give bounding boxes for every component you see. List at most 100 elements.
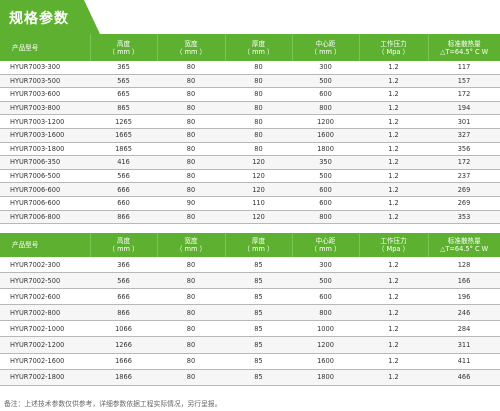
table-row: HYUR7003-800 865 80 80 800 1.2 194 xyxy=(0,101,500,116)
value-cell: 85 xyxy=(225,353,292,370)
value-cell: 1.2 xyxy=(359,304,428,322)
table-row: HYUR7003-1200 1265 80 80 1200 1.2 301 xyxy=(0,114,500,129)
model-cell: HYUR7002-1800 xyxy=(0,369,90,386)
value-cell: 80 xyxy=(157,169,225,184)
table-row: HYUR7002-1600 1666 80 85 1600 1.2 411 xyxy=(0,353,500,370)
value-cell: 80 xyxy=(157,288,225,306)
value-cell: 566 xyxy=(90,272,157,290)
value-cell: 85 xyxy=(225,288,292,306)
value-cell: 1.2 xyxy=(359,169,428,184)
model-cell: HYUR7002-600 xyxy=(0,288,90,306)
value-cell: 327 xyxy=(428,128,500,143)
value-cell: 85 xyxy=(225,369,292,386)
value-cell: 269 xyxy=(428,196,500,211)
value-cell: 85 xyxy=(225,336,292,354)
value-cell: 1.2 xyxy=(359,74,428,89)
value-cell: 80 xyxy=(157,353,225,370)
table-row: HYUR7006-800 866 80 120 800 1.2 353 xyxy=(0,210,500,225)
column-header: 厚度（ mm ） xyxy=(225,233,293,257)
value-cell: 120 xyxy=(225,169,292,184)
value-cell: 600 xyxy=(292,196,359,211)
value-cell: 800 xyxy=(292,304,359,322)
table-row: HYUR7002-800 866 80 85 800 1.2 246 xyxy=(0,304,500,322)
value-cell: 1865 xyxy=(90,142,157,157)
value-cell: 1.2 xyxy=(359,369,428,386)
column-header-line: 厚度（ mm ） xyxy=(243,39,274,56)
value-cell: 80 xyxy=(157,369,225,386)
value-cell: 1200 xyxy=(292,114,359,129)
column-header-line: 宽度（ mm ） xyxy=(175,237,207,253)
column-header-line: 标准散热量 △T=64.5° C W xyxy=(440,237,489,253)
value-cell: 157 xyxy=(428,74,500,89)
value-cell: 1.2 xyxy=(359,353,428,370)
value-cell: 1.2 xyxy=(359,182,428,197)
value-cell: 600 xyxy=(292,87,359,102)
model-cell: HYUR7006-500 xyxy=(0,169,90,184)
value-cell: 269 xyxy=(428,182,500,197)
value-cell: 80 xyxy=(157,320,225,338)
model-cell: HYUR7003-1600 xyxy=(0,128,90,143)
table-row: HYUR7002-1200 1266 80 85 1200 1.2 311 xyxy=(0,336,500,354)
value-cell: 1665 xyxy=(90,128,157,143)
value-cell: 85 xyxy=(225,257,292,274)
table-row: HYUR7002-500 566 80 85 500 1.2 166 xyxy=(0,272,500,290)
value-cell: 1066 xyxy=(90,320,157,338)
value-cell: 1.2 xyxy=(359,196,428,211)
value-cell: 80 xyxy=(225,142,292,157)
value-cell: 1.2 xyxy=(359,272,428,290)
column-header-line: 标准散热量 △T=64.5° C W xyxy=(440,39,489,56)
table-row: HYUR7002-1800 1866 80 85 1800 1.2 466 xyxy=(0,369,500,386)
value-cell: 117 xyxy=(428,61,500,75)
table-body: HYUR7002-300 366 80 85 300 1.2 128 HYUR7002-500… xyxy=(0,257,500,386)
column-header: 高度（ mm ） xyxy=(90,34,158,61)
value-cell: 366 xyxy=(90,257,157,274)
value-cell: 80 xyxy=(157,210,225,225)
model-cell: HYUR7003-500 xyxy=(0,74,90,89)
value-cell: 865 xyxy=(90,101,157,116)
value-cell: 80 xyxy=(157,182,225,197)
value-cell: 660 xyxy=(90,196,157,211)
column-header: 中心距（ mm ） xyxy=(292,34,360,61)
value-cell: 665 xyxy=(90,87,157,102)
value-cell: 85 xyxy=(225,304,292,322)
footnote: 备注：上述技术参数仅供参考，详细参数依据工程实际情况，另行呈报。 xyxy=(4,400,222,408)
value-cell: 1866 xyxy=(90,369,157,386)
column-header: 宽度（ mm ） xyxy=(157,233,226,257)
column-header-line: 高度（ mm ） xyxy=(108,39,139,56)
value-cell: 566 xyxy=(90,169,157,184)
model-cell: HYUR7006-600 xyxy=(0,196,90,211)
value-cell: 172 xyxy=(428,155,500,170)
value-cell: 1.2 xyxy=(359,87,428,102)
table-row: HYUR7003-600 665 80 80 600 1.2 172 xyxy=(0,87,500,102)
value-cell: 800 xyxy=(292,101,359,116)
table-body: HYUR7003-300 365 80 80 300 1.2 117 HYUR7003-500… xyxy=(0,61,500,225)
table-row: HYUR7003-1800 1865 80 80 1800 1.2 356 xyxy=(0,142,500,157)
column-header-line: 厚度（ mm ） xyxy=(243,237,274,253)
model-cell: HYUR7003-600 xyxy=(0,87,90,102)
column-header: 中心距（ mm ） xyxy=(292,233,360,257)
value-cell: 196 xyxy=(428,288,500,306)
value-cell: 80 xyxy=(225,101,292,116)
value-cell: 80 xyxy=(157,128,225,143)
value-cell: 1.2 xyxy=(359,128,428,143)
model-cell: HYUR7003-300 xyxy=(0,61,90,75)
value-cell: 350 xyxy=(292,155,359,170)
value-cell: 311 xyxy=(428,336,500,354)
table-row: HYUR7002-300 366 80 85 300 1.2 128 xyxy=(0,257,500,274)
value-cell: 120 xyxy=(225,155,292,170)
value-cell: 1200 xyxy=(292,336,359,354)
value-cell: 1.2 xyxy=(359,320,428,338)
value-cell: 80 xyxy=(225,114,292,129)
value-cell: 80 xyxy=(225,61,292,75)
table-row: HYUR7006-350 416 80 120 350 1.2 172 xyxy=(0,155,500,170)
column-header: 高度（ mm ） xyxy=(90,233,158,257)
title-tab xyxy=(0,0,100,34)
table-row: HYUR7006-600 660 90 110 600 1.2 269 xyxy=(0,196,500,211)
value-cell: 120 xyxy=(225,210,292,225)
value-cell: 300 xyxy=(292,257,359,274)
value-cell: 1.2 xyxy=(359,61,428,75)
column-header-line: 工作压力（ Mpa ） xyxy=(377,39,410,56)
value-cell: 246 xyxy=(428,304,500,322)
column-header: 标准散热量 △T=64.5° C W xyxy=(428,34,500,61)
value-cell: 120 xyxy=(225,182,292,197)
